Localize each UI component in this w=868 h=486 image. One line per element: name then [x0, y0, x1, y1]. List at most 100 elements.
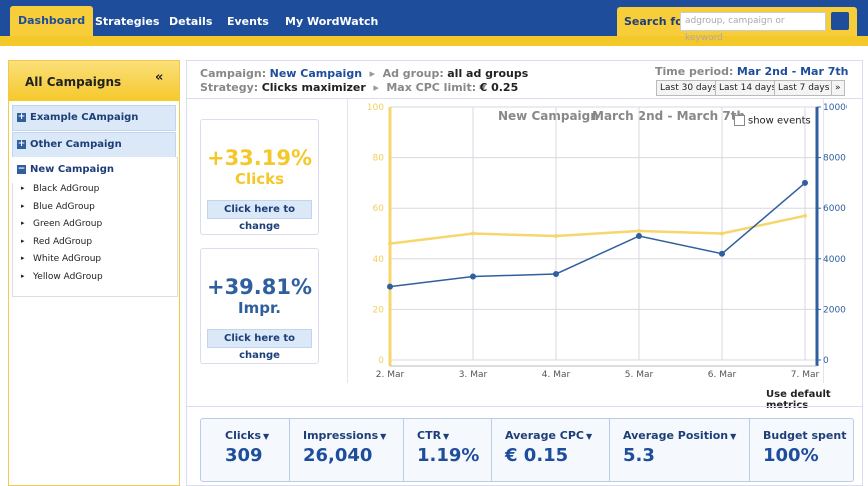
search-button[interactable]	[831, 12, 849, 30]
period-button[interactable]: Last 7 days	[774, 80, 834, 96]
adgroup-name: Yellow AdGroup	[33, 271, 103, 282]
data-point	[471, 231, 475, 236]
metric-label: Budget spent	[763, 429, 847, 442]
dropdown-arrow[interactable]: ▼	[585, 432, 593, 441]
period-button[interactable]: Last 30 days	[656, 80, 722, 96]
adgroup-item[interactable]: ▸ Red AdGroup	[21, 236, 93, 247]
chart-subtitle: March 2nd - March 7th	[592, 109, 745, 123]
adgroup-name: Green AdGroup	[33, 219, 103, 229]
period-button[interactable]: »	[831, 80, 845, 96]
dropdown-arrow[interactable]: ▼	[263, 432, 270, 441]
toggle[interactable]: +	[17, 138, 26, 149]
change-button[interactable]: Click here to change	[207, 200, 312, 232]
y2-tick-label: 0	[823, 356, 829, 366]
y2-tick-label: 2000	[823, 305, 846, 315]
y2-tick-label: 4000	[823, 255, 846, 265]
campaign-item[interactable]: − New Campaign	[12, 157, 176, 183]
y2-tick-label: 10000	[823, 103, 847, 113]
adgroup-name: Red AdGroup	[33, 236, 93, 247]
label: Time period:	[655, 65, 734, 78]
show-events[interactable]: show events	[734, 115, 811, 127]
series-line	[389, 182, 806, 288]
metric-value: € 0.15	[505, 445, 569, 466]
data-point	[803, 213, 807, 218]
x-tick-label: 6. Mar	[708, 370, 737, 380]
kpi-metric: Clicks	[234, 170, 285, 188]
divider	[186, 98, 862, 99]
chart-title: New Campaign	[498, 109, 599, 123]
nav-tab[interactable]: Dashboard	[10, 6, 94, 36]
x-tick-label: 3. Mar	[459, 370, 488, 380]
x-tick-label: 5. Mar	[625, 370, 654, 380]
y-tick-label: 0	[378, 356, 384, 366]
dropdown-arrow[interactable]: ▼	[443, 432, 450, 441]
adgroup-item[interactable]: ▸ White AdGroup	[21, 254, 101, 264]
search-label: Search for	[624, 15, 689, 28]
campaign-item[interactable]: + Example CAmpaign	[12, 105, 176, 131]
dropdown-arrow[interactable]: ▼	[380, 432, 387, 441]
data-point	[720, 231, 724, 236]
data-point	[388, 241, 392, 246]
bullet: ▸	[21, 254, 25, 262]
nav-tab[interactable]: Events	[227, 15, 269, 28]
search-input[interactable]: adgroup, campaign or keyword	[680, 12, 826, 43]
collapse-button[interactable]: «	[155, 70, 164, 85]
metric-name[interactable]: Average Position ▼	[623, 429, 736, 442]
y2-tick-label: 6000	[823, 204, 846, 214]
period-button[interactable]: Last 14 days	[715, 80, 781, 96]
campaign-name: New Campaign	[30, 164, 114, 175]
adgroup-item[interactable]: ▸ Blue AdGroup	[21, 201, 95, 212]
data-point	[553, 270, 559, 277]
campaign[interactable]: New Campaign	[269, 67, 363, 80]
adgroup-item[interactable]: ▸ Black AdGroup	[21, 184, 100, 194]
data-point	[802, 179, 808, 186]
period-value: Mar 2nd - Mar 7th	[736, 65, 849, 78]
data-point	[637, 228, 641, 233]
metric-divider	[491, 419, 492, 481]
bullet: ▸	[21, 236, 25, 245]
toggle[interactable]: −	[17, 163, 26, 174]
metrics-bar: Clicks ▼ 309 Impressions ▼ 26,040 CTR ▼ 1.19% Ave…	[200, 418, 854, 482]
metric-name[interactable]: CTR ▼	[417, 429, 449, 442]
bullet: ▸	[21, 184, 25, 192]
adgroup-item[interactable]: ▸ Green AdGroup	[21, 219, 103, 229]
data-point	[554, 234, 558, 239]
metric-label: Impressions	[303, 429, 379, 442]
x-tick-label: 4. Mar	[542, 370, 571, 380]
campaign-item[interactable]: + Other Campaign	[12, 132, 176, 158]
change-button[interactable]: Click here to change	[207, 329, 312, 361]
y-tick-label: 80	[373, 154, 385, 164]
metric-name[interactable]: Impressions ▼	[303, 429, 386, 442]
period: Time period: Mar 2nd - Mar 7th	[655, 65, 848, 78]
metric-label: Average CPC	[505, 429, 584, 442]
sidebar: All Campaigns « + Example CAmpaign + Other …	[8, 60, 180, 486]
default-metrics-link[interactable]: Use default metrics	[766, 389, 831, 411]
toggle[interactable]: +	[17, 111, 26, 122]
y-tick-label: 40	[373, 255, 385, 265]
y-tick-label: 20	[373, 305, 385, 315]
adgroup-name: Blue AdGroup	[33, 201, 95, 212]
nav-tab[interactable]: Details	[169, 15, 213, 28]
campaign-name: Other Campaign	[30, 139, 122, 150]
show-events-label: show events	[748, 115, 811, 127]
adgroup-item[interactable]: ▸ Yellow AdGroup	[21, 271, 103, 282]
metric-value: 5.3	[623, 445, 655, 466]
campaign-name: Example CAmpaign	[30, 112, 139, 123]
data-point	[387, 283, 393, 290]
dropdown-arrow[interactable]: ▼	[730, 432, 737, 441]
adgroup-name: Black AdGroup	[33, 184, 100, 194]
nav-tab[interactable]: Strategies	[95, 15, 160, 28]
metric-value: 26,040	[303, 445, 373, 466]
label: Campaign:	[200, 67, 267, 80]
metric-name[interactable]: Average CPC ▼	[505, 429, 592, 442]
metric-label: Average Position	[623, 429, 729, 442]
metric-name[interactable]: Clicks ▼	[225, 429, 269, 442]
metric-value: 100%	[763, 445, 819, 466]
nav-tab[interactable]: My WordWatch	[285, 15, 379, 28]
y-tick-label: 100	[367, 103, 384, 113]
y-tick-label: 60	[373, 204, 385, 214]
metric-name[interactable]: Budget spent	[763, 429, 846, 442]
chart-frame	[347, 99, 824, 383]
kpi-change: +39.81%	[206, 275, 313, 299]
sidebar-title: All Campaigns	[25, 75, 122, 89]
